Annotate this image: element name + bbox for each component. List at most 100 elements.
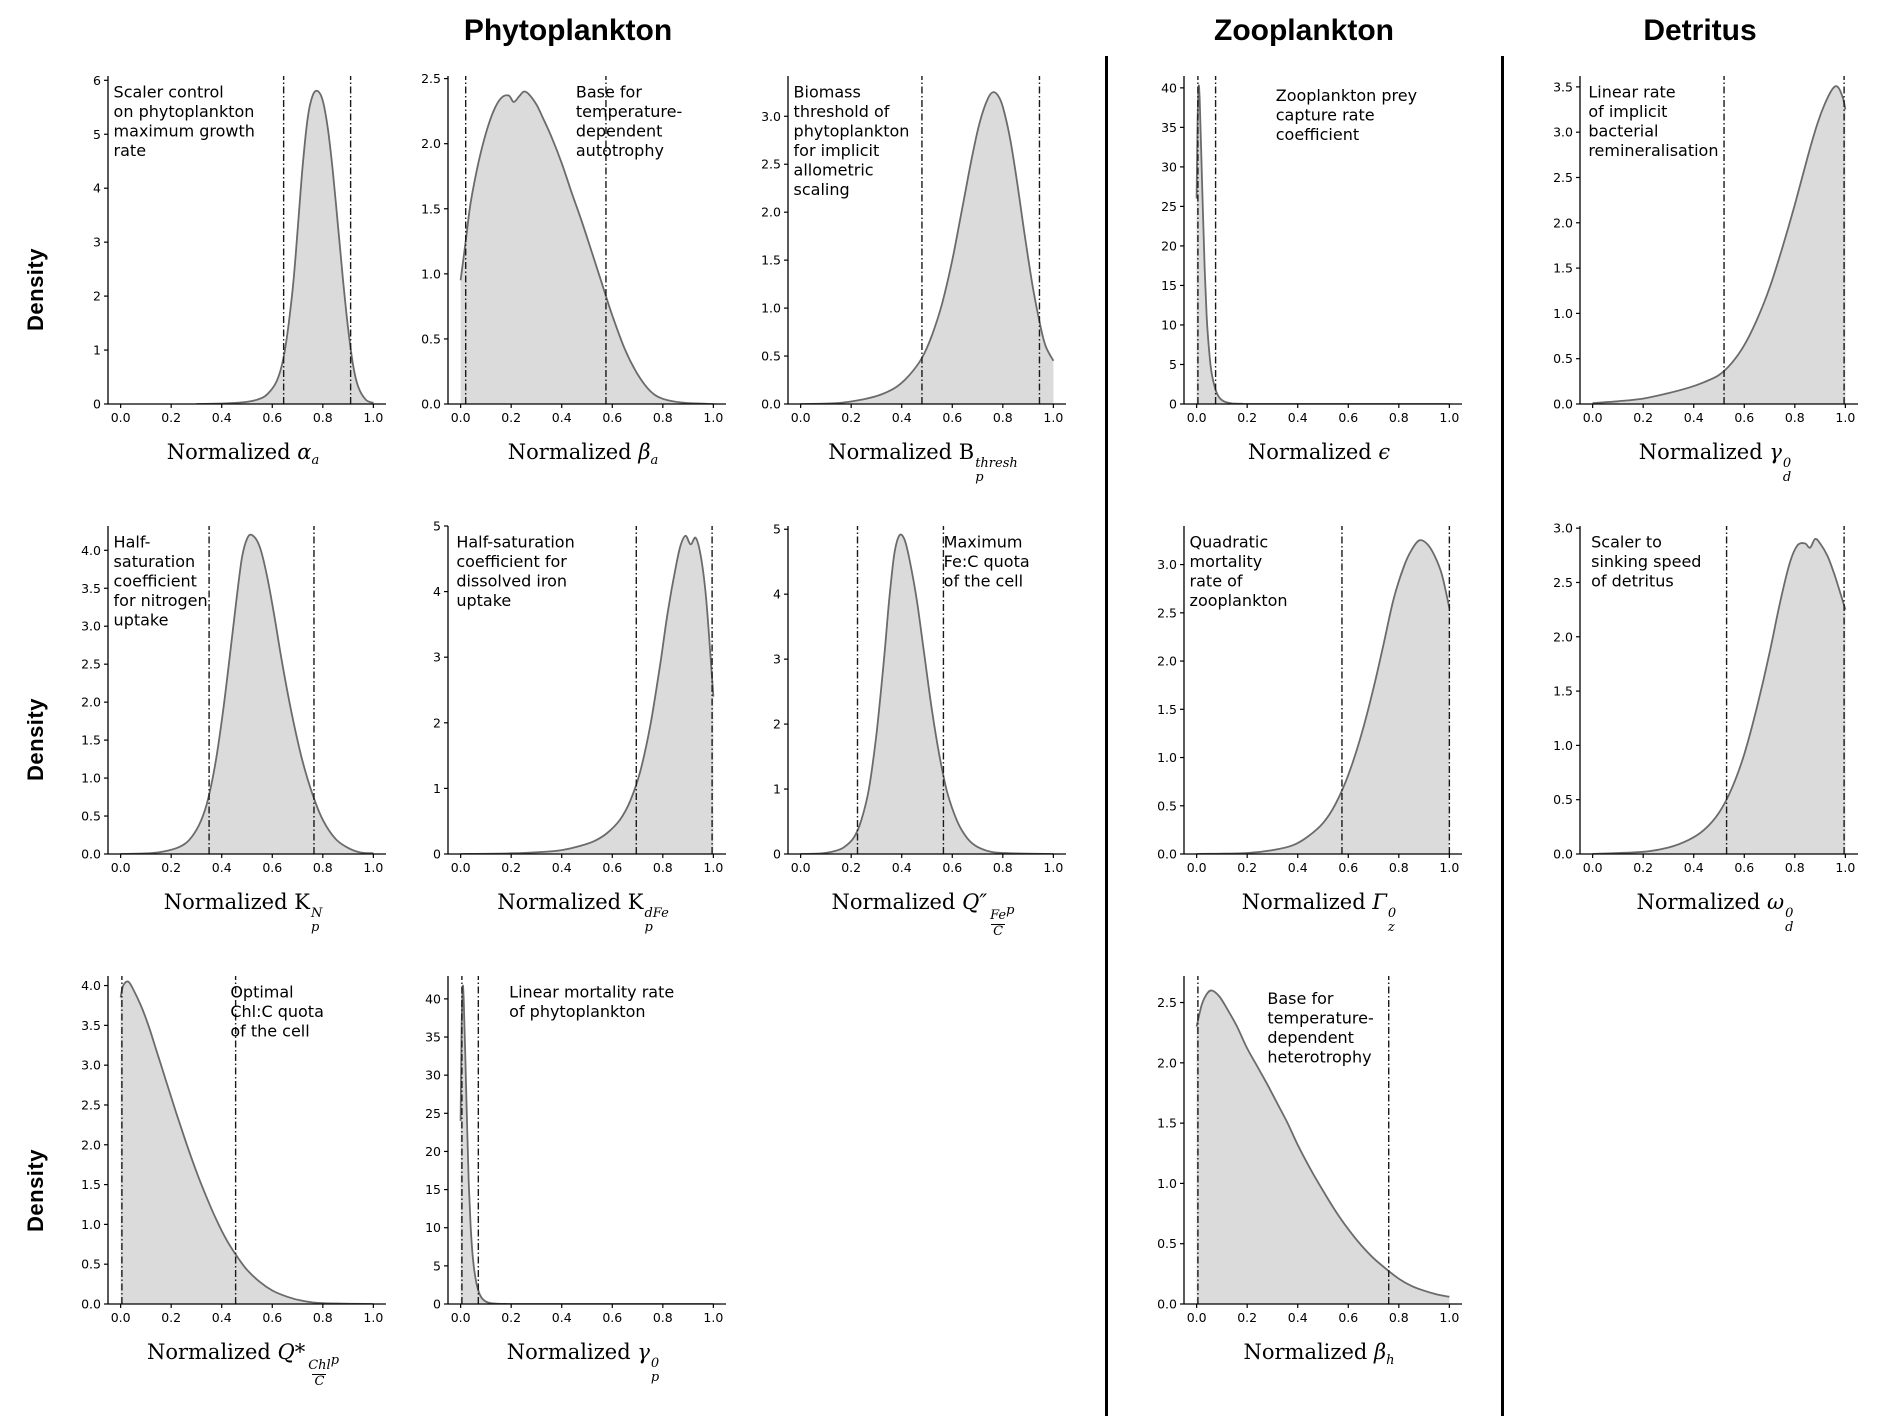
svg-text:25: 25 (425, 1106, 441, 1121)
xlabel-beta-a: Normalized βa (507, 440, 659, 469)
svg-text:30: 30 (1161, 159, 1177, 174)
svg-text:0.4: 0.4 (1288, 860, 1308, 875)
svg-text:0.6: 0.6 (942, 410, 962, 425)
plot-beta-a: 0.0 0.2 0.4 0.6 0.8 1.0 0.0 0.5 1.0 1.5 2.0 2.5 Base… (421, 71, 726, 425)
svg-text:0.0: 0.0 (81, 1297, 101, 1312)
annotation-beta-h-line3: heterotrophy (1267, 1048, 1371, 1067)
svg-text:3.5: 3.5 (81, 581, 101, 596)
annotation-bp-thresh-line0: Biomass (794, 83, 861, 102)
annotation-gamma-z0-line1: mortality (1190, 552, 1263, 571)
xlabel-prefix: Normalized (1636, 890, 1761, 914)
xlabel-prefix: Normalized (163, 890, 288, 914)
xlabel-symbol: Γ (1372, 890, 1387, 914)
annotation-kp-dfe-line1: coefficient for (456, 552, 567, 571)
svg-text:1.5: 1.5 (1157, 1116, 1177, 1131)
annotation-kp-n-line2: coefficient (114, 572, 197, 591)
svg-text:0.5: 0.5 (1553, 792, 1573, 807)
svg-text:15: 15 (1161, 278, 1177, 293)
annotation-q-chlc-line1: Chl:C quota (230, 1002, 324, 1021)
svg-text:0.4: 0.4 (1684, 860, 1704, 875)
svg-text:0.2: 0.2 (161, 1310, 181, 1325)
svg-text:20: 20 (425, 1144, 441, 1159)
svg-text:40: 40 (1161, 80, 1177, 95)
svg-text:1.0: 1.0 (1157, 750, 1177, 765)
xlabel-prefix: Normalized (1243, 1340, 1368, 1364)
svg-text:1.0: 1.0 (81, 1217, 101, 1232)
subplot-alpha-a: 0.0 0.2 0.4 0.6 0.8 1.0 0 1 2 3 4 5 6 Scaler control o… (58, 64, 398, 514)
svg-text:0.0: 0.0 (1553, 847, 1573, 862)
svg-text:1.0: 1.0 (363, 860, 383, 875)
xlabel-symbol: ω (1767, 890, 1785, 914)
plot-gamma-z0: 0.0 0.2 0.4 0.6 0.8 1.0 0.0 0.5 1.0 1.5 2.0 2.5 3.0 Q… (1157, 526, 1462, 875)
svg-text:1.5: 1.5 (761, 253, 781, 268)
svg-text:0.0: 0.0 (1187, 1310, 1207, 1325)
ylabel-density-row1: Density (23, 247, 48, 331)
group-title-zooplankton: Zooplankton (1214, 14, 1394, 47)
svg-text:0.5: 0.5 (1157, 798, 1177, 813)
annotation-q-chlc-line0: Optimal (230, 983, 293, 1002)
svg-text:5: 5 (773, 522, 781, 537)
xlabel-beta-h: Normalized βh (1243, 1340, 1395, 1369)
svg-text:0.8: 0.8 (313, 410, 333, 425)
svg-text:0.2: 0.2 (501, 1310, 521, 1325)
svg-text:1.0: 1.0 (363, 410, 383, 425)
svg-text:0.8: 0.8 (993, 860, 1013, 875)
svg-text:0.0: 0.0 (451, 860, 471, 875)
xlabel-prefix: Normalized (831, 890, 956, 914)
svg-text:0.4: 0.4 (892, 410, 912, 425)
svg-text:0.4: 0.4 (212, 410, 232, 425)
xlabel-prefix: Normalized (1638, 440, 1763, 464)
subplot-omega-d0: 0.0 0.2 0.4 0.6 0.8 1.0 0.0 0.5 1.0 1.5 2.0 2.5 3.0 S… (1530, 514, 1870, 964)
annotation-gamma-z0-line3: zooplankton (1190, 591, 1288, 610)
svg-text:0.8: 0.8 (653, 860, 673, 875)
svg-text:0.0: 0.0 (1583, 860, 1603, 875)
annotation-q-chlc-line2: of the cell (230, 1022, 309, 1041)
svg-text:2.0: 2.0 (1553, 215, 1573, 230)
svg-text:4: 4 (433, 584, 441, 599)
xlabel-symbol: α (297, 440, 312, 464)
svg-text:5: 5 (433, 1258, 441, 1273)
svg-text:1: 1 (433, 781, 441, 796)
svg-text:2.5: 2.5 (1553, 170, 1573, 185)
group-divider-zoo-detritus (1500, 56, 1504, 1416)
annotation-beta-a-line3: autotrophy (576, 141, 664, 160)
subplot-beta-h: 0.0 0.2 0.4 0.6 0.8 1.0 0.0 0.5 1.0 1.5 2.0 2.5 Base… (1134, 964, 1474, 1416)
svg-text:0.0: 0.0 (791, 860, 811, 875)
annotation-beta-h-line1: temperature- (1267, 1009, 1373, 1028)
annotation-bp-thresh-line3: for implicit (794, 141, 880, 160)
subplot-gamma-z0: 0.0 0.2 0.4 0.6 0.8 1.0 0.0 0.5 1.0 1.5 2.0 2.5 3.0 Q… (1134, 514, 1474, 964)
svg-text:10: 10 (425, 1220, 441, 1235)
svg-text:3: 3 (773, 652, 781, 667)
annotation-gamma-d0-line3: remineralisation (1588, 141, 1718, 160)
plot-omega-d0: 0.0 0.2 0.4 0.6 0.8 1.0 0.0 0.5 1.0 1.5 2.0 2.5 3.0 S… (1553, 521, 1858, 875)
svg-text:0.6: 0.6 (1734, 860, 1754, 875)
svg-text:0.5: 0.5 (1157, 1236, 1177, 1251)
svg-text:0.4: 0.4 (1288, 410, 1308, 425)
annotation-gamma-d0-line1: of implicit (1588, 102, 1667, 121)
annotation-bp-thresh-line5: scaling (794, 180, 850, 199)
ylabel-density-row3: Density (23, 1148, 48, 1232)
svg-text:0.4: 0.4 (1684, 410, 1704, 425)
svg-text:1.0: 1.0 (703, 410, 723, 425)
svg-text:0.6: 0.6 (262, 860, 282, 875)
svg-text:1.0: 1.0 (1553, 306, 1573, 321)
svg-text:1.5: 1.5 (1157, 702, 1177, 717)
svg-text:1.5: 1.5 (81, 1177, 101, 1192)
xlabel-fraction: Fe C (990, 908, 1007, 939)
svg-text:2: 2 (93, 289, 101, 304)
svg-text:0.6: 0.6 (262, 410, 282, 425)
svg-text:1.0: 1.0 (363, 1310, 383, 1325)
svg-text:20: 20 (1161, 238, 1177, 253)
svg-text:2.5: 2.5 (1157, 605, 1177, 620)
annotation-kp-n-line1: saturation (114, 552, 196, 571)
subplot-bp-thresh: 0.0 0.2 0.4 0.6 0.8 1.0 0.0 0.5 1.0 1.5 2.0 2.5 3.0 B… (738, 64, 1078, 514)
svg-text:0.5: 0.5 (81, 1257, 101, 1272)
svg-text:3.0: 3.0 (81, 1058, 101, 1073)
svg-text:0.5: 0.5 (81, 809, 101, 824)
svg-text:0.6: 0.6 (942, 860, 962, 875)
svg-text:0.8: 0.8 (1785, 860, 1805, 875)
svg-text:6: 6 (93, 73, 101, 88)
